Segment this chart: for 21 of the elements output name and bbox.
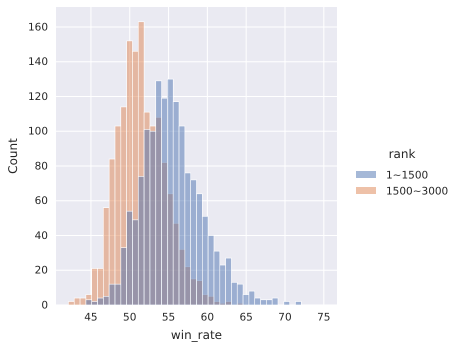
x-tick-label: 65	[239, 311, 253, 324]
y-tick-label: 40	[34, 230, 48, 242]
x-tick-label: 75	[317, 311, 330, 324]
y-axis-title: Count	[6, 138, 20, 174]
legend-title: rank	[388, 147, 416, 161]
x-tick-label: 45	[84, 311, 98, 324]
y-tick-label: 120	[28, 90, 48, 103]
x-axis-title: win_rate	[170, 328, 222, 342]
y-tick-label: 60	[34, 195, 48, 208]
y-tick-label: 140	[28, 56, 48, 68]
y-tick-label: 0	[41, 299, 48, 312]
x-tick-label: 50	[123, 311, 136, 324]
y-tick-label: 80	[34, 160, 48, 172]
x-tick-label: 55	[162, 311, 176, 324]
y-tick-label: 100	[28, 126, 48, 138]
y-tick-label: 20	[34, 264, 48, 277]
x-tick-label: 60	[200, 311, 214, 324]
legend-label: 1~1500	[386, 170, 428, 182]
y-tick-label: 160	[28, 21, 48, 34]
x-tick-label: 70	[278, 311, 292, 324]
legend-label: 1500~3000	[386, 186, 448, 198]
